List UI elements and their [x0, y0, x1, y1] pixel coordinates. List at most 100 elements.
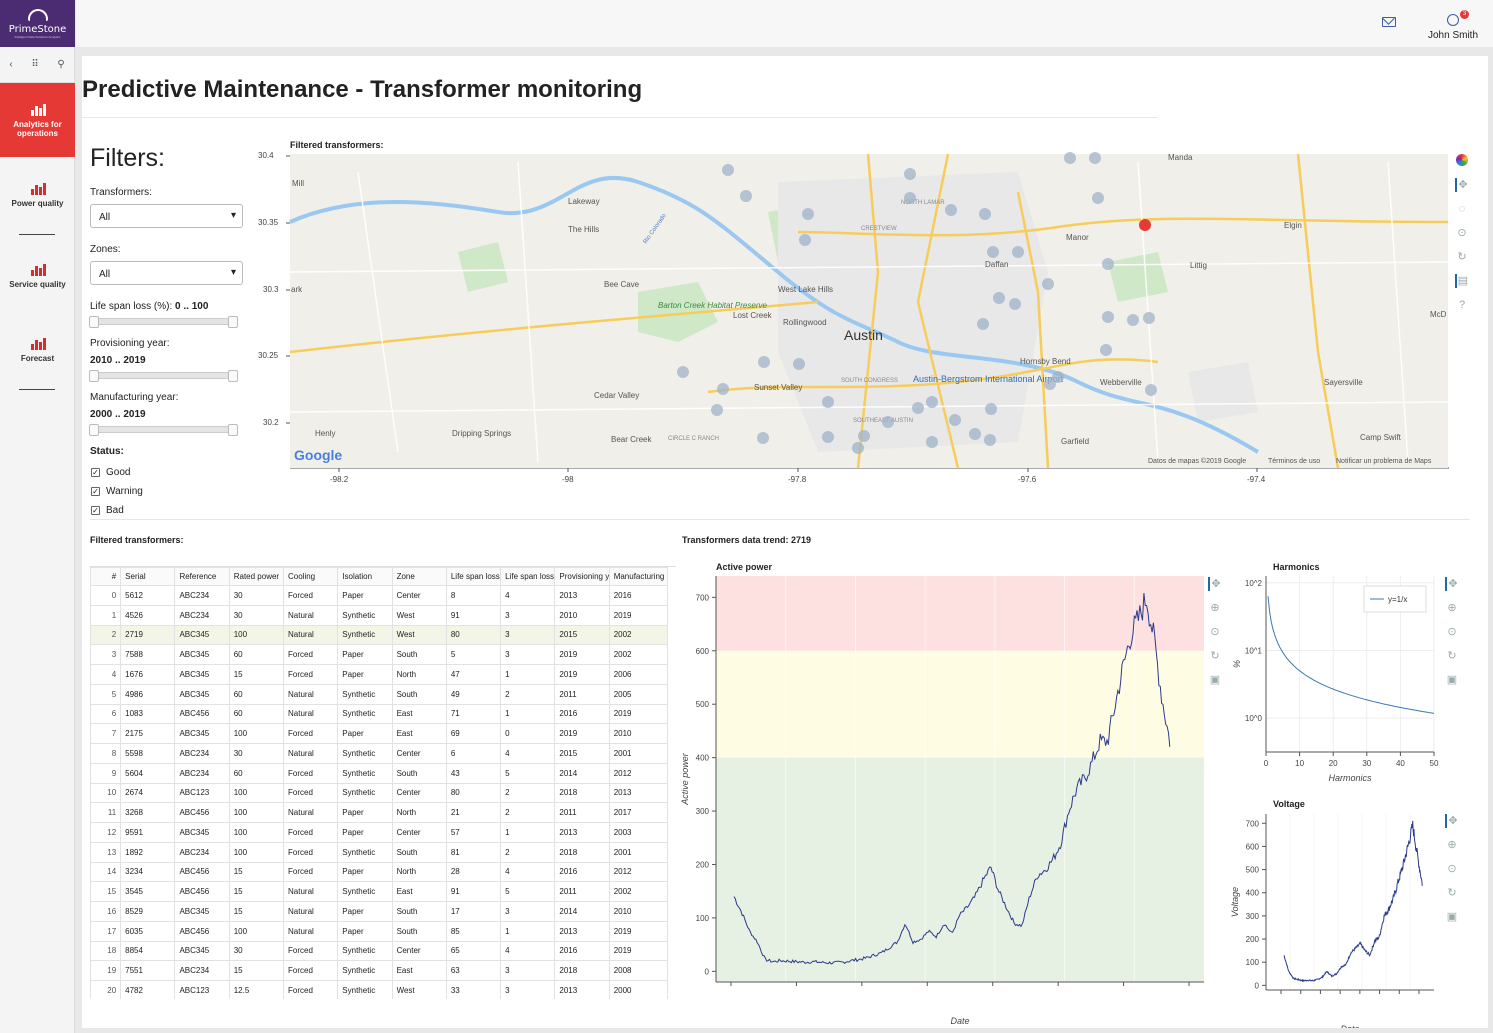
table-row[interactable]: 2 2719 ABC345 100 Natural Synthetic West 80 3 201…: [90, 624, 669, 646]
table-row[interactable]: 18 8854 ABC345 30 Forced Synthetic Center 65 4 20…: [90, 940, 669, 962]
table-row[interactable]: 6 1083 ABC456 60 Natural Synthetic East 71 1 2016…: [90, 703, 669, 725]
save-tool-icon[interactable]: ▣: [1446, 911, 1458, 923]
transformer-marker[interactable]: [1145, 384, 1157, 396]
transformer-marker[interactable]: [1042, 278, 1054, 290]
transformer-marker[interactable]: [1102, 258, 1114, 270]
transformer-marker[interactable]: [1064, 152, 1076, 164]
box-zoom-tool-icon[interactable]: ⊕: [1447, 602, 1457, 614]
table-row[interactable]: 10 2674 ABC123 100 Forced Synthetic Center 80 2 2…: [90, 782, 669, 804]
transformer-marker[interactable]: [822, 396, 834, 408]
sidebar-item-forecast[interactable]: Forecast: [0, 312, 75, 386]
slider-handle-max[interactable]: [228, 370, 238, 382]
harmonics-chart[interactable]: 10^0 10^1 10^2 0 10 20 30 40 50 y=1/x Harmonics%: [1228, 572, 1444, 790]
save-tool-icon[interactable]: ▣: [1446, 674, 1458, 686]
lifespan-slider[interactable]: [89, 316, 238, 328]
reset-tool-icon[interactable]: ↻: [1447, 887, 1457, 899]
column-header[interactable]: Manufacturing: [608, 567, 669, 586]
column-header[interactable]: Life span loss: [445, 567, 502, 586]
column-header[interactable]: Life span loss: [500, 567, 556, 586]
transformer-marker[interactable]: [1100, 344, 1112, 356]
transformer-marker[interactable]: [793, 358, 805, 370]
column-header[interactable]: Provisioning y: [554, 567, 610, 586]
transformer-marker[interactable]: [1092, 192, 1104, 204]
status-warning-checkbox[interactable]: ✓ Warning: [90, 486, 250, 497]
checkbox-checked-icon[interactable]: ✓: [91, 468, 100, 477]
table-row[interactable]: 7 2175 ABC345 100 Forced Paper East 69 0 2019 2010: [90, 723, 669, 744]
transformer-marker[interactable]: [984, 434, 996, 446]
table-row[interactable]: 8 5598 ABC234 30 Natural Synthetic Center 6 4 201…: [90, 743, 669, 764]
slider-handle-max[interactable]: [228, 424, 238, 436]
help-tool-icon[interactable]: ?: [1458, 299, 1466, 311]
provisioning-slider[interactable]: [89, 370, 238, 382]
transformer-marker[interactable]: [717, 383, 729, 395]
transformer-marker[interactable]: [926, 396, 938, 408]
transformer-marker[interactable]: [985, 403, 997, 415]
reset-tool-icon[interactable]: ↻: [1457, 251, 1467, 263]
slider-handle-max[interactable]: [228, 316, 238, 328]
table-row[interactable]: 1 4526 ABC234 30 Natural Synthetic West 91 3 2010…: [90, 604, 669, 626]
table-row[interactable]: 5 4986 ABC345 60 Natural Synthetic South 49 2 201…: [90, 683, 669, 705]
wheel-zoom-tool-icon[interactable]: ⊙: [1447, 626, 1457, 638]
table-row[interactable]: 11 3268 ABC456 100 Natural Paper North 21 2 2011 2…: [90, 802, 669, 823]
sidebar-item-analytics[interactable]: Analytics for operations: [0, 83, 75, 157]
reset-tool-icon[interactable]: ↻: [1210, 650, 1220, 662]
sidebar-item-power-quality[interactable]: Power quality: [0, 157, 75, 231]
transformer-marker[interactable]: [977, 318, 989, 330]
table-row[interactable]: 17 6035 ABC456 100 Natural Paper South 85 1 2013 2…: [90, 920, 669, 942]
transformer-marker[interactable]: [1127, 314, 1139, 326]
table-row[interactable]: 9 5604 ABC234 60 Forced Synthetic South 43 5 2014…: [90, 762, 669, 784]
status-good-checkbox[interactable]: ✓ Good: [90, 467, 250, 478]
box-zoom-tool-icon[interactable]: ⊕: [1210, 602, 1220, 614]
transformer-marker[interactable]: [904, 168, 916, 180]
hover-tool-icon[interactable]: ▤: [1455, 274, 1469, 288]
transformer-marker[interactable]: [1044, 378, 1056, 390]
column-header[interactable]: Rated power: [228, 567, 285, 586]
transformer-marker[interactable]: [979, 208, 991, 220]
transformers-select[interactable]: All: [90, 204, 243, 228]
selected-transformer-marker[interactable]: [1139, 219, 1151, 231]
transformer-map[interactable]: 30.4 30.35 30.3 30.25 30.2 -98.2 -98 -97…: [258, 151, 1480, 492]
table-row[interactable]: 19 7551 ABC234 15 Forced Synthetic East 63 3 2018…: [90, 960, 669, 981]
lasso-tool-icon[interactable]: ◌: [1458, 203, 1466, 215]
active-power-chart[interactable]: 0 100 200 300 400 500 600 700 Date Active power: [678, 572, 1208, 1028]
table-row[interactable]: 3 7588 ABC345 60 Forced Paper South 5 3 2019 2002: [90, 644, 669, 665]
column-header[interactable]: Reference: [174, 567, 230, 586]
back-icon[interactable]: ‹: [9, 59, 13, 70]
reset-tool-icon[interactable]: ↻: [1447, 650, 1457, 662]
transformer-marker[interactable]: [757, 432, 769, 444]
table-row[interactable]: 0 5612 ABC234 30 Forced Paper Center 8 4 2013 2016: [90, 585, 669, 606]
transformer-marker[interactable]: [822, 431, 834, 443]
save-tool-icon[interactable]: ▣: [1209, 674, 1221, 686]
transformer-marker[interactable]: [1102, 311, 1114, 323]
primestone-logo[interactable]: PrimeStone Intelligent Data Solutions An…: [0, 0, 75, 47]
transformer-marker[interactable]: [758, 356, 770, 368]
wheel-zoom-tool-icon[interactable]: ⊙: [1457, 227, 1467, 239]
slider-handle-min[interactable]: [89, 424, 99, 436]
transformer-marker[interactable]: [852, 442, 864, 454]
zones-select[interactable]: All: [90, 261, 243, 285]
table-row[interactable]: 14 3234 ABC456 15 Forced Paper North 28 4 2016 201…: [90, 861, 669, 883]
table-row[interactable]: 15 3545 ABC456 15 Natural Synthetic East 91 5 201…: [90, 881, 669, 902]
transformer-marker[interactable]: [1009, 298, 1021, 310]
pan-tool-icon[interactable]: ✥: [1455, 178, 1469, 192]
checkbox-checked-icon[interactable]: ✓: [91, 487, 100, 496]
transformer-marker[interactable]: [987, 246, 999, 258]
table-row[interactable]: 20 4782 ABC123 12.5 Forced Synthetic West 33 3 20…: [90, 980, 669, 999]
column-header[interactable]: Cooling: [282, 567, 339, 586]
transformer-marker[interactable]: [1012, 246, 1024, 258]
transformers-table[interactable]: # Serial Reference Rated power Cooling Isolat…: [90, 566, 676, 999]
transformer-marker[interactable]: [858, 430, 870, 442]
transformer-marker[interactable]: [949, 414, 961, 426]
transformer-marker[interactable]: [1143, 312, 1155, 324]
voltage-chart[interactable]: 0 100 200 300 400 500 600 700 Date Voltage: [1228, 810, 1444, 1028]
transformer-marker[interactable]: [945, 204, 957, 216]
table-row[interactable]: 13 1892 ABC234 100 Forced Synthetic South 81 2 20…: [90, 841, 669, 863]
apps-grid-icon[interactable]: ⠿: [31, 59, 39, 70]
transformer-marker[interactable]: [1052, 371, 1064, 383]
transformer-marker[interactable]: [740, 190, 752, 202]
column-header[interactable]: Serial: [120, 567, 176, 586]
transformer-marker[interactable]: [799, 234, 811, 246]
transformer-marker[interactable]: [711, 404, 723, 416]
transformer-marker[interactable]: [926, 436, 938, 448]
sidebar-item-service-quality[interactable]: Service quality: [0, 238, 75, 312]
